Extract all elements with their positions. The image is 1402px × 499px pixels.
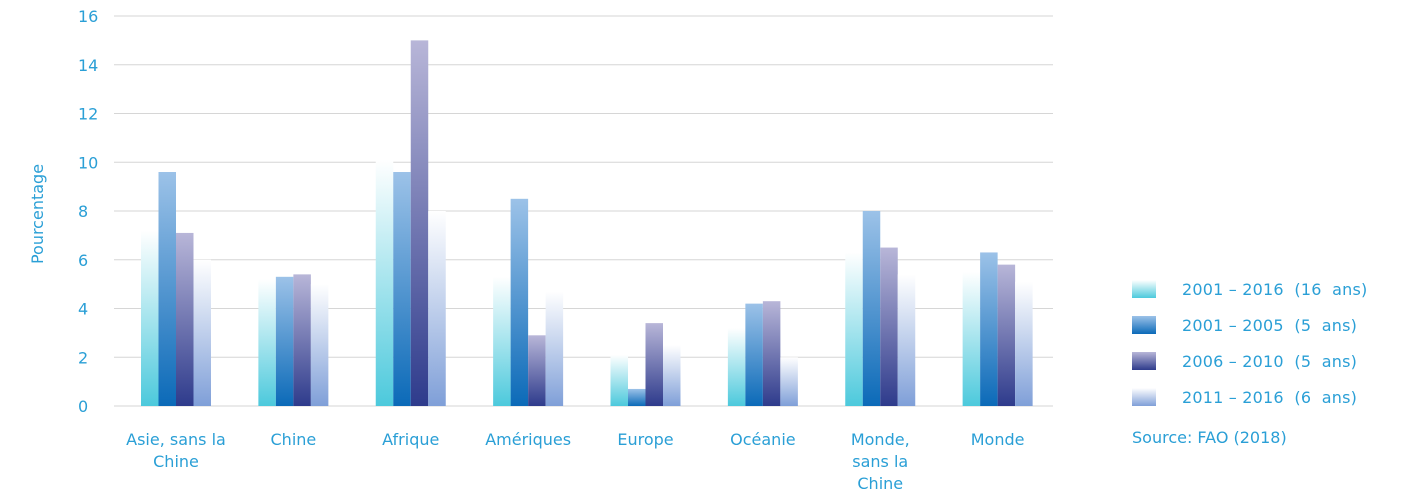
y-tick-label: 16 — [78, 7, 98, 26]
legend-swatch — [1132, 352, 1156, 370]
bar — [275, 276, 294, 406]
bar — [510, 198, 529, 406]
bar — [628, 388, 646, 406]
legend-item: 2001 – 2016 (16 ans) — [1132, 271, 1392, 307]
bars — [141, 40, 1033, 406]
bar — [997, 264, 1016, 406]
x-category-label: Asie, sans la Chine — [126, 430, 226, 471]
bar — [393, 172, 411, 406]
bar — [293, 274, 311, 406]
legend-label: 2001 – 2016 (16 ans) — [1182, 279, 1368, 299]
x-axis-categories: Asie, sans la Chine Chine Afrique Amériques E… — [126, 430, 1024, 493]
bar — [410, 40, 429, 406]
bar — [663, 345, 681, 406]
bar — [258, 279, 276, 406]
legend-item: 2001 – 2005 (5 ans) — [1132, 307, 1392, 343]
bar — [962, 271, 981, 406]
legend-label: 2011 – 2016 (6 ans) — [1182, 387, 1358, 407]
bar — [880, 247, 898, 406]
y-tick-label: 4 — [78, 300, 88, 319]
bar — [375, 159, 394, 406]
bar — [645, 323, 663, 406]
bar — [193, 259, 211, 406]
x-category-label: Chine — [271, 430, 317, 449]
bar — [545, 291, 564, 406]
y-axis-label: Pourcentage — [28, 164, 47, 264]
y-tick-label: 10 — [78, 153, 98, 172]
x-category-label: Amériques — [485, 430, 571, 449]
legend-swatch — [1132, 388, 1156, 406]
legend-label: 2001 – 2005 (5 ans) — [1182, 315, 1358, 335]
bar — [727, 328, 746, 406]
legend-item: 2006 – 2010 (5 ans) — [1132, 343, 1392, 379]
bar — [897, 274, 916, 406]
x-category-label: Monde, sans la Chine — [851, 430, 910, 493]
y-tick-label: 6 — [78, 251, 88, 270]
source-note: Source: FAO (2018) — [1132, 428, 1287, 447]
bar — [141, 230, 159, 406]
x-category-label: Océanie — [730, 430, 795, 449]
bar — [158, 172, 176, 406]
bar — [176, 232, 194, 406]
legend-swatch — [1132, 280, 1156, 298]
y-tick-label: 14 — [78, 56, 98, 75]
bar — [780, 357, 798, 406]
legend-label: 2006 – 2010 (5 ans) — [1182, 351, 1358, 371]
y-tick-label: 8 — [78, 202, 88, 221]
legend-swatch — [1132, 316, 1156, 334]
bar — [745, 303, 763, 406]
bar — [528, 335, 546, 406]
bar — [845, 252, 863, 406]
y-tick-label: 2 — [78, 348, 88, 367]
y-tick-label: 12 — [78, 105, 98, 124]
bar — [1015, 281, 1033, 406]
bar — [310, 284, 329, 406]
bar — [762, 301, 781, 406]
bar — [980, 252, 998, 406]
bar — [493, 276, 511, 406]
y-tick-label: 0 — [78, 397, 88, 416]
bar — [428, 211, 446, 406]
bar — [862, 211, 881, 406]
x-category-label: Monde — [971, 430, 1025, 449]
x-category-label: Afrique — [382, 430, 439, 449]
legend-item: 2011 – 2016 (6 ans) — [1132, 379, 1392, 415]
x-category-label: Europe — [617, 430, 673, 449]
y-axis-ticks: 0 2 4 6 8 10 12 14 16 — [78, 7, 98, 416]
bar — [610, 354, 628, 406]
legend: 2001 – 2016 (16 ans) 2001 – 2005 (5 ans)… — [1132, 271, 1392, 415]
